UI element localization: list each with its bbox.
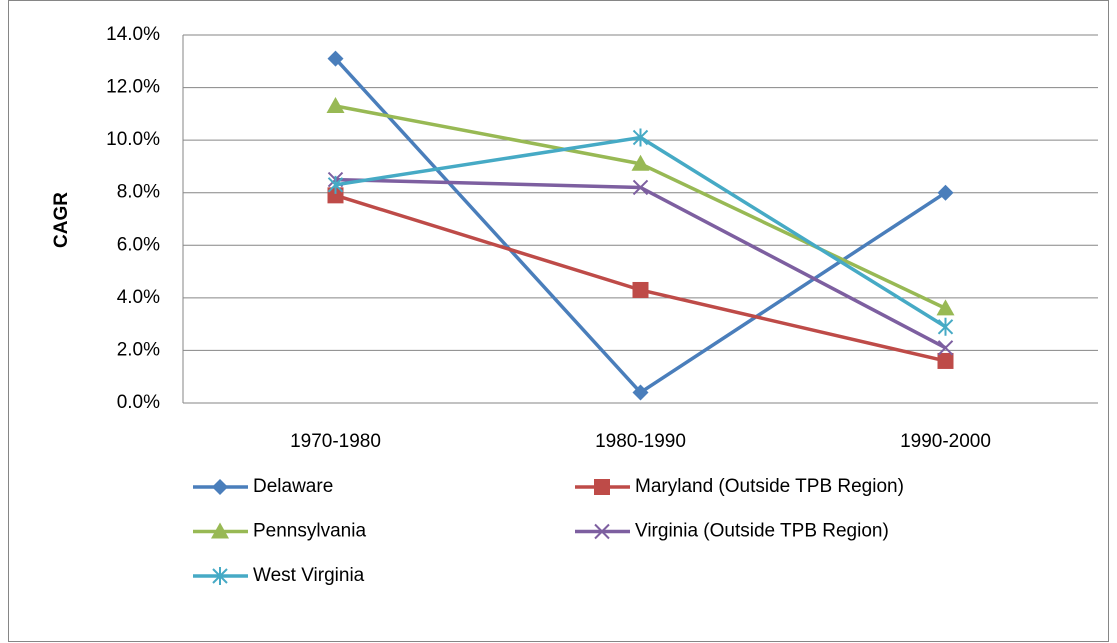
y-tick-label: 12.0% <box>106 77 160 98</box>
y-tick-label: 14.0% <box>106 24 160 45</box>
x-tick-label: 1980-1990 <box>595 431 686 452</box>
legend-label: Delaware <box>253 476 333 497</box>
data-point <box>327 187 344 204</box>
legend-marker <box>594 479 610 495</box>
legend-label: Pennsylvania <box>253 521 366 542</box>
x-tick-label: 1990-2000 <box>900 431 991 452</box>
legend-label: Virginia (Outside TPB Region) <box>635 521 889 542</box>
legend-marker <box>594 523 610 540</box>
y-tick-label: 2.0% <box>117 339 160 360</box>
legend-label: West Virginia <box>253 565 365 586</box>
legend-marker <box>212 479 228 495</box>
y-axis-label: CAGR <box>51 192 72 248</box>
y-tick-label: 6.0% <box>117 234 160 255</box>
y-tick-label: 0.0% <box>117 392 160 413</box>
data-point <box>631 154 650 171</box>
data-point <box>937 184 954 201</box>
y-tick-label: 4.0% <box>117 287 160 308</box>
y-tick-label: 8.0% <box>117 182 160 203</box>
y-tick-label: 10.0% <box>106 129 160 150</box>
data-point <box>632 128 649 147</box>
data-point <box>632 384 649 401</box>
x-tick-label: 1970-1980 <box>290 431 381 452</box>
data-point <box>937 317 954 336</box>
data-point <box>327 50 344 67</box>
legend-label: Maryland (Outside TPB Region) <box>635 476 904 497</box>
data-point <box>937 352 954 369</box>
data-point <box>936 299 955 316</box>
data-point <box>937 340 954 356</box>
legend-marker <box>212 567 228 585</box>
data-point <box>632 179 649 196</box>
legend-marker <box>211 522 229 539</box>
data-point <box>326 96 345 113</box>
data-point <box>632 281 649 298</box>
chart-frame <box>8 0 1109 642</box>
data-point <box>327 175 344 194</box>
